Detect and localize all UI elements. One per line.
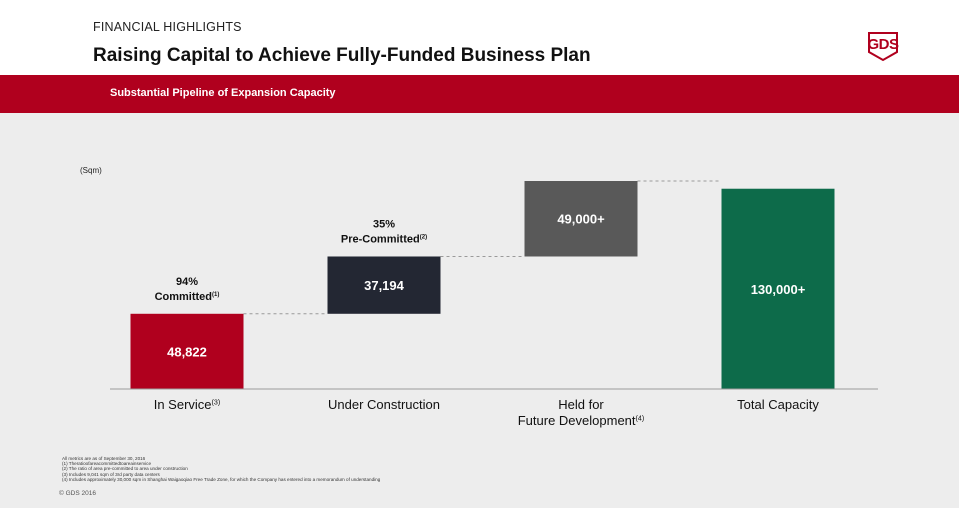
annotation-label: Pre-Committed(2)	[341, 233, 427, 245]
category-label: Under Construction	[328, 397, 440, 412]
annotation-percent: 35%	[373, 218, 395, 230]
waterfall-bar	[721, 188, 835, 389]
footnote: All metrics are as of September 30, 2016	[62, 456, 146, 461]
category-label: Future Development(4)	[518, 413, 645, 428]
footnote: (1) Theratioofareacommittedtoareainservi…	[62, 461, 152, 467]
section-banner: Substantial Pipeline of Expansion Capaci…	[0, 75, 959, 113]
footnote: (2) The ratio of area pre-committed to a…	[62, 466, 188, 472]
unit-label: (Sqm)	[80, 166, 102, 175]
gds-logo: GDS	[866, 30, 900, 62]
bar-value-label: 49,000+	[557, 212, 605, 227]
category-label: In Service(3)	[154, 397, 221, 412]
banner-text: Substantial Pipeline of Expansion Capaci…	[110, 87, 336, 99]
footnotes: All metrics are as of September 30, 2016…	[62, 456, 380, 482]
category-label: Total Capacity	[737, 397, 819, 412]
footnote: (4) Includes approximately 30,000 sqm in…	[62, 476, 381, 482]
waterfall-bar	[130, 313, 244, 389]
annotation-percent: 94%	[176, 276, 198, 288]
waterfall-bar	[524, 181, 638, 257]
waterfall-chart: (Sqm) 48,822 37,194 49,000+ 130,000+ In Servi…	[80, 166, 878, 428]
logo-text: GDS	[867, 36, 899, 53]
bar-value-label: 130,000+	[751, 282, 806, 297]
bar-value-label: 37,194	[364, 278, 405, 293]
page-title: Raising Capital to Achieve Fully-Funded …	[93, 45, 591, 66]
copyright: © GDS 2016	[59, 490, 96, 497]
waterfall-bar	[327, 256, 441, 314]
bar-value-label: 48,822	[167, 344, 207, 359]
footnote: (3) Includes 9,041 sqm of 3rd party data…	[62, 471, 160, 477]
logo-shield-icon	[868, 32, 898, 62]
annotation-label: Committed(1)	[155, 291, 220, 303]
section-label: FINANCIAL HIGHLIGHTS	[93, 20, 242, 34]
category-label: Held for	[558, 397, 604, 412]
chart-panel: (Sqm) 48,822 37,194 49,000+ 130,000+ In Servi…	[0, 113, 959, 508]
